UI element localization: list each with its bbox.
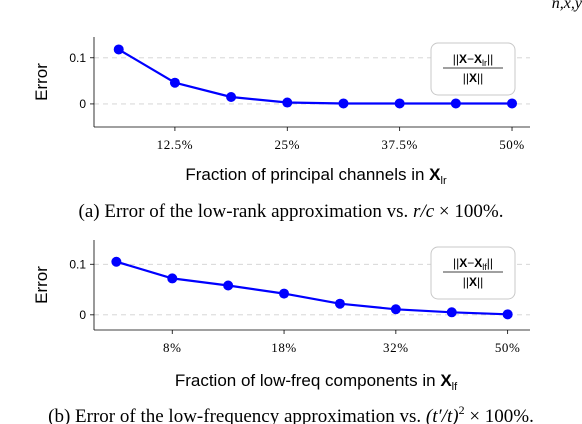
caption-suffix: × 100%.	[465, 406, 534, 424]
caption-suffix: × 100%.	[434, 201, 503, 222]
norm-bar: ||	[453, 256, 459, 270]
data-point-5	[394, 98, 405, 109]
x-axis-label-subscript: lf	[452, 381, 458, 393]
caption-math: r/c	[413, 201, 435, 222]
data-point-3	[282, 97, 293, 108]
x-tick-label: 25%	[274, 137, 300, 152]
y-tick-label: 0.1	[69, 257, 86, 271]
y-tick-label: 0.1	[69, 51, 86, 65]
legend-formula-denominator: ||X||	[463, 71, 483, 85]
caption-exponent: 2	[459, 403, 465, 417]
minus-sign: −	[467, 52, 474, 66]
x-tick-label: 50%	[495, 340, 521, 355]
data-point-4	[338, 98, 349, 109]
legend-symbol-x-approx: X	[474, 256, 482, 270]
y-tick-label: 0	[79, 308, 86, 322]
data-point-3	[279, 288, 290, 299]
legend-symbol-x: X	[459, 52, 467, 66]
legend-symbol-x: X	[459, 256, 467, 270]
norm-bar: ||	[463, 71, 469, 85]
x-axis-label: Fraction of low-freq components in Xlf	[175, 371, 458, 393]
y-axis-label: Error	[32, 266, 51, 304]
x-tick-label: 37.5%	[381, 137, 418, 152]
data-point-0	[111, 256, 122, 267]
data-point-1	[169, 77, 180, 88]
data-point-2	[223, 280, 234, 291]
x-axis-label-symbol: X	[440, 371, 452, 390]
data-point-2	[226, 92, 237, 102]
x-axis-label-text: Fraction of principal channels in	[185, 165, 429, 184]
data-point-1	[167, 273, 178, 284]
data-point-0	[113, 44, 124, 55]
data-point-7	[507, 98, 518, 109]
legend-subscript: lr	[482, 58, 487, 68]
legend-box	[430, 42, 516, 96]
data-point-6	[450, 98, 461, 109]
caption: (a) Error of the low-rank approximation …	[79, 201, 504, 222]
norm-bar: ||	[477, 275, 483, 289]
chart-panel-2: 0 0.1 8% 18% 32% 50% Error Fraction of low-freq…	[32, 240, 534, 424]
data-point-6	[446, 307, 457, 318]
norm-bar: ||	[453, 52, 459, 66]
caption-math: (t′/t)	[426, 406, 459, 424]
x-axis-label-symbol: X	[429, 165, 441, 184]
x-tick-label: 12.5%	[157, 137, 194, 152]
norm-bar: ||	[463, 275, 469, 289]
legend-box	[430, 246, 516, 300]
legend-symbol-x: X	[469, 275, 477, 289]
norm-bar: ||	[477, 71, 483, 85]
data-point-7	[502, 309, 513, 320]
caption: (b) Error of the low-frequency approxima…	[48, 403, 534, 424]
minus-sign: −	[467, 256, 474, 270]
legend-symbol-x-approx: X	[474, 52, 482, 66]
series-line	[118, 48, 512, 105]
x-tick-label: 18%	[271, 340, 297, 355]
norm-bar: ||	[487, 52, 493, 66]
x-tick-label: 8%	[163, 340, 182, 355]
series-line	[116, 260, 508, 316]
y-tick-label: 0	[79, 97, 86, 111]
data-point-5	[390, 304, 401, 315]
data-point-4	[334, 298, 345, 309]
legend-symbol-x: X	[469, 71, 477, 85]
x-axis-label: Fraction of principal channels in Xlr	[185, 165, 447, 187]
x-axis-label-text: Fraction of low-freq components in	[175, 371, 441, 390]
caption-text: (b) Error of the low-frequency approxima…	[48, 406, 426, 424]
legend-formula-denominator: ||X||	[463, 275, 483, 289]
x-axis-label-subscript: lr	[441, 175, 447, 187]
x-tick-label: 50%	[499, 137, 525, 152]
y-axis-label: Error	[32, 63, 51, 101]
legend-formula-numerator: ||X−Xlr||	[453, 52, 494, 68]
header-fragment: n,x,y	[552, 0, 582, 12]
chart-panel-1: 0 0.1 12.5% 25% 37.5% 50% Error Fraction of pri…	[32, 37, 530, 222]
caption-text: (a) Error of the low-rank approximation …	[79, 201, 414, 222]
norm-bar: ||	[487, 256, 493, 270]
legend-formula-numerator: ||X−Xlf||	[453, 256, 493, 272]
legend-subscript: lf	[482, 262, 487, 272]
x-tick-label: 32%	[383, 340, 409, 355]
